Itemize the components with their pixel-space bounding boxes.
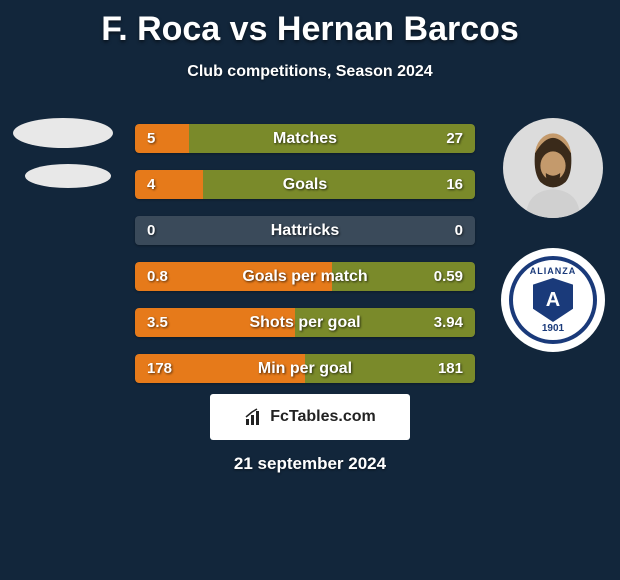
player-right-club-badge: ALIANZA A 1901: [501, 248, 605, 352]
stat-label: Hattricks: [135, 222, 475, 240]
stat-label: Shots per goal: [135, 314, 475, 332]
stat-label: Min per goal: [135, 360, 475, 378]
player-right-avatar: [503, 118, 603, 218]
stat-row: 178181Min per goal: [135, 354, 475, 383]
person-icon: [508, 128, 598, 218]
stat-label: Goals per match: [135, 268, 475, 286]
club-shield-icon: A: [533, 278, 573, 322]
source-badge: FcTables.com: [210, 394, 410, 440]
player-left-avatar-placeholder: [13, 118, 113, 148]
player-right-column: ALIANZA A 1901: [498, 118, 608, 352]
stat-row: 416Goals: [135, 170, 475, 199]
player-left-column: [8, 118, 118, 188]
stat-label: Matches: [135, 130, 475, 148]
stat-bars-container: 527Matches 416Goals 00Hattricks 0.80.59Goal…: [135, 124, 475, 383]
footer-date: 21 september 2024: [0, 454, 620, 474]
source-text: FcTables.com: [270, 408, 376, 426]
stat-row: 527Matches: [135, 124, 475, 153]
stat-label: Goals: [135, 176, 475, 194]
club-name-text: ALIANZA: [530, 266, 577, 276]
chart-icon: [244, 407, 264, 427]
stat-row: 00Hattricks: [135, 216, 475, 245]
stat-row: 0.80.59Goals per match: [135, 262, 475, 291]
page-subtitle: Club competitions, Season 2024: [0, 63, 620, 81]
page-title: F. Roca vs Hernan Barcos: [0, 0, 620, 49]
club-year-text: 1901: [542, 323, 564, 334]
stat-row: 3.53.94Shots per goal: [135, 308, 475, 337]
player-left-club-placeholder: [25, 164, 111, 188]
